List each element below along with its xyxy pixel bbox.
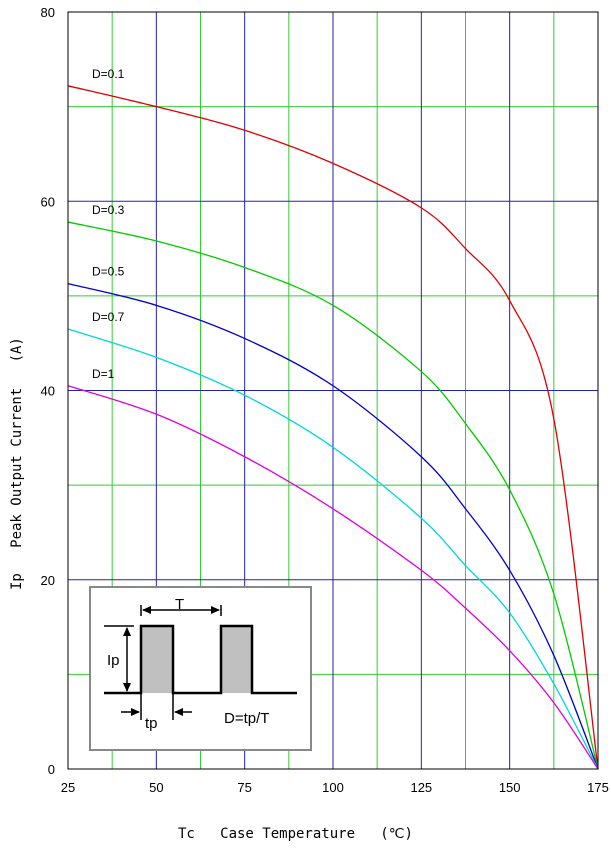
pulse-1-fill [141, 626, 173, 693]
y-tick-label: 20 [41, 573, 55, 588]
x-axis-label: Tc Case Temperature (℃) [178, 826, 413, 842]
y-axis-label: Ip Peak Output Current (A) [9, 337, 25, 590]
y-tick-label: 80 [41, 5, 55, 20]
y-tick-label: 40 [41, 384, 55, 399]
series-labels: D=0.1 D=0.3 D=0.5 D=0.7 D=1 [92, 67, 125, 381]
pulse-width-label: tp [145, 715, 158, 732]
x-tick-label: 25 [61, 780, 75, 795]
major-grid [68, 12, 598, 769]
curves [67, 85, 599, 770]
y-tick-label: 0 [48, 762, 55, 777]
pulse-width-arrowhead-right [174, 708, 183, 716]
y-tick-label: 60 [41, 194, 55, 209]
x-tick-label: 75 [237, 780, 251, 795]
amplitude-label: Ip [107, 652, 120, 669]
pulse-width-arrowhead-left [131, 708, 140, 716]
x-tick-label: 125 [410, 780, 432, 795]
y-tick-labels: 0 20 40 60 80 [41, 5, 55, 777]
amplitude-arrowhead-top [123, 627, 131, 636]
amplitude-arrowhead-bottom [123, 683, 131, 692]
duty-formula: D=tp/T [224, 710, 269, 727]
x-tick-label: 50 [149, 780, 163, 795]
series-line [67, 85, 599, 770]
x-tick-labels: 25 50 75 100 125 150 175 [61, 780, 609, 795]
series-label: D=0.3 [92, 203, 125, 217]
pulse-inset: T Ip tp D=tp/T [89, 586, 312, 751]
period-label: T [175, 596, 184, 613]
inset-box [89, 586, 312, 751]
series-label: D=0.5 [92, 265, 125, 279]
period-arrowhead-left [142, 606, 151, 614]
series-line [67, 385, 599, 770]
plot-frame [67, 11, 599, 770]
series-label: D=0.1 [92, 67, 125, 81]
x-tick-label: 100 [322, 780, 344, 795]
series-line [67, 328, 599, 770]
series-label: D=1 [92, 367, 115, 381]
pulse-2-fill [221, 626, 252, 693]
x-tick-label: 175 [587, 780, 609, 795]
series-line [67, 221, 599, 770]
x-tick-label: 150 [499, 780, 521, 795]
pulse-waveform [104, 624, 297, 695]
series-line [67, 282, 599, 770]
series-label: D=0.7 [92, 310, 125, 324]
period-arrowhead-right [211, 606, 220, 614]
